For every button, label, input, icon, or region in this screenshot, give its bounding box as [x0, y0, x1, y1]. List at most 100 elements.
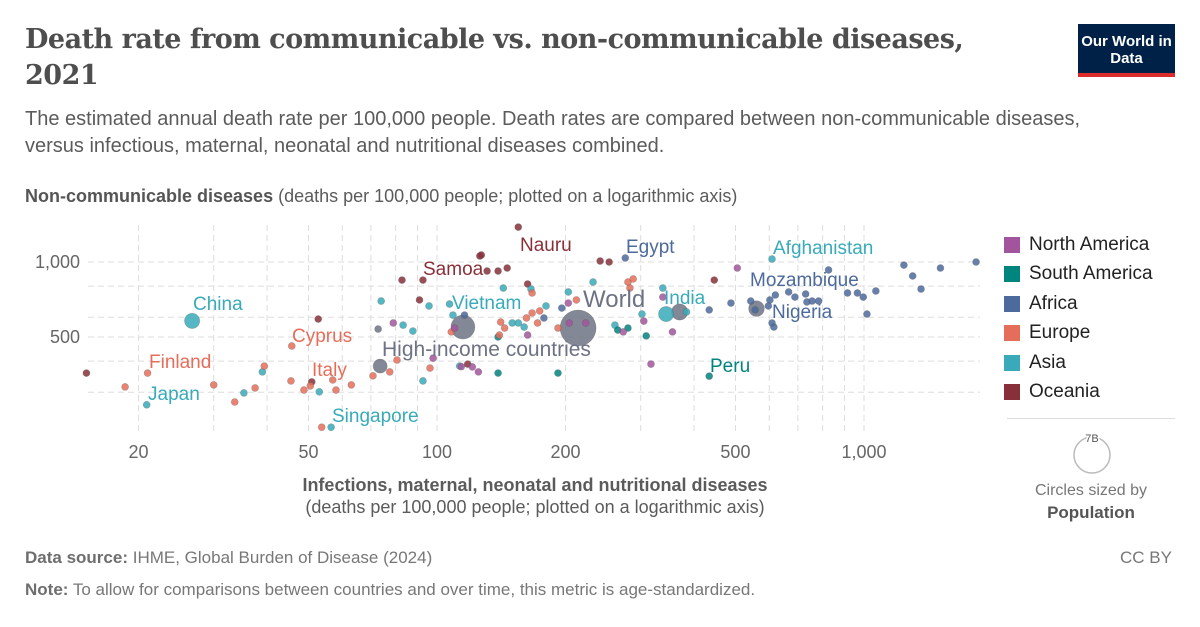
data-point[interactable]: [642, 332, 651, 340]
data-point[interactable]: [315, 388, 324, 396]
data-point-samoa[interactable]: [419, 276, 427, 284]
legend-item-asia[interactable]: Asia: [1004, 348, 1153, 378]
data-point[interactable]: [746, 297, 755, 305]
data-point[interactable]: [770, 323, 778, 331]
data-point[interactable]: [872, 287, 880, 295]
data-point[interactable]: [426, 364, 434, 372]
data-point[interactable]: [727, 299, 735, 307]
data-point[interactable]: [82, 369, 91, 377]
data-point[interactable]: [369, 372, 377, 380]
data-point-cyprus[interactable]: [287, 342, 296, 350]
data-point[interactable]: [863, 310, 871, 318]
data-point[interactable]: [647, 360, 655, 368]
data-point-china[interactable]: [184, 313, 200, 329]
data-point[interactable]: [639, 317, 648, 325]
data-point[interactable]: [766, 296, 774, 304]
data-point[interactable]: [503, 264, 511, 272]
data-point[interactable]: [791, 293, 799, 301]
source-text[interactable]: IHME, Global Burden of Disease (2024): [132, 548, 433, 567]
data-point[interactable]: [429, 354, 437, 362]
legend-item-north-america[interactable]: North America: [1004, 230, 1153, 260]
data-point[interactable]: [917, 285, 925, 293]
data-point[interactable]: [494, 369, 502, 377]
data-point[interactable]: [520, 323, 528, 331]
data-point-mozambique[interactable]: [771, 291, 780, 299]
data-point[interactable]: [393, 356, 401, 364]
data-point[interactable]: [564, 299, 573, 307]
data-point-afghanistan[interactable]: [768, 255, 776, 263]
legend-item-europe[interactable]: Europe: [1004, 319, 1153, 349]
data-point[interactable]: [483, 267, 491, 275]
data-point[interactable]: [535, 307, 544, 315]
data-point[interactable]: [287, 377, 295, 385]
data-point[interactable]: [300, 386, 308, 394]
license[interactable]: CC BY: [1120, 548, 1172, 567]
data-point[interactable]: [824, 266, 833, 274]
data-point[interactable]: [409, 327, 417, 335]
data-point-italy[interactable]: [306, 382, 315, 390]
data-point[interactable]: [619, 328, 628, 336]
owid-logo[interactable]: Our World in Data: [1078, 24, 1175, 77]
data-point[interactable]: [240, 389, 248, 397]
data-point[interactable]: [477, 251, 486, 259]
data-point[interactable]: [565, 319, 574, 327]
data-point[interactable]: [460, 311, 469, 319]
data-point[interactable]: [494, 267, 502, 275]
data-point[interactable]: [230, 398, 239, 406]
data-point[interactable]: [419, 377, 427, 385]
data-point[interactable]: [523, 280, 532, 288]
data-point[interactable]: [314, 315, 323, 323]
data-point-singapore[interactable]: [327, 423, 335, 432]
data-point[interactable]: [589, 278, 597, 286]
data-point[interactable]: [328, 376, 337, 384]
data-point[interactable]: [668, 328, 677, 336]
data-point[interactable]: [385, 368, 394, 376]
data-point[interactable]: [457, 362, 466, 371]
data-point[interactable]: [533, 319, 542, 327]
data-point[interactable]: [495, 331, 504, 339]
data-point[interactable]: [605, 258, 613, 266]
data-point[interactable]: [843, 289, 852, 297]
data-point-vietnam[interactable]: [449, 311, 457, 319]
data-point[interactable]: [450, 324, 459, 332]
data-point[interactable]: [710, 276, 719, 284]
data-point[interactable]: [499, 284, 508, 292]
data-point-japan[interactable]: [142, 400, 151, 409]
data-point[interactable]: [377, 297, 385, 305]
data-point[interactable]: [629, 275, 637, 283]
data-point[interactable]: [784, 288, 793, 296]
data-point[interactable]: [415, 296, 424, 304]
data-point-nauru[interactable]: [514, 223, 523, 231]
data-point-nigeria[interactable]: [751, 306, 759, 314]
data-point[interactable]: [528, 309, 536, 317]
data-point[interactable]: [540, 314, 548, 322]
data-point[interactable]: [496, 318, 505, 326]
data-point[interactable]: [853, 289, 862, 297]
data-point[interactable]: [514, 319, 523, 327]
data-point[interactable]: [500, 324, 509, 332]
legend-item-south-america[interactable]: South America: [1004, 260, 1153, 290]
data-point[interactable]: [554, 324, 562, 332]
data-point-egypt[interactable]: [621, 254, 630, 262]
data-point[interactable]: [251, 384, 259, 392]
data-point[interactable]: [389, 319, 398, 327]
data-point-finland[interactable]: [143, 369, 152, 377]
data-point[interactable]: [209, 381, 218, 389]
data-point[interactable]: [522, 314, 531, 322]
data-point[interactable]: [121, 383, 129, 391]
data-point[interactable]: [682, 308, 691, 316]
data-point[interactable]: [474, 368, 483, 376]
data-point[interactable]: [398, 276, 406, 284]
data-point[interactable]: [468, 363, 477, 371]
data-point[interactable]: [705, 306, 714, 314]
data-point[interactable]: [801, 290, 810, 298]
data-point[interactable]: [626, 284, 634, 292]
data-point-high-income-countries[interactable]: [372, 358, 388, 374]
legend-item-oceania[interactable]: Oceania: [1004, 378, 1153, 408]
data-point[interactable]: [542, 302, 550, 310]
data-point[interactable]: [554, 369, 562, 377]
data-point-peru[interactable]: [705, 372, 714, 380]
data-point-india[interactable]: [658, 306, 674, 322]
data-point[interactable]: [596, 257, 604, 265]
data-point[interactable]: [733, 264, 742, 272]
